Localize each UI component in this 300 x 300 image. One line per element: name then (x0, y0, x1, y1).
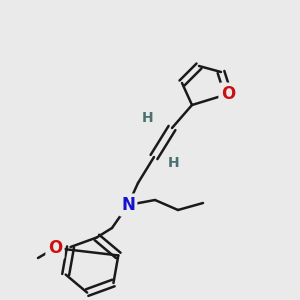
Text: H: H (168, 156, 180, 170)
Text: O: O (48, 239, 62, 257)
Text: O: O (221, 85, 235, 103)
Text: H: H (142, 111, 154, 125)
Text: N: N (121, 196, 135, 214)
